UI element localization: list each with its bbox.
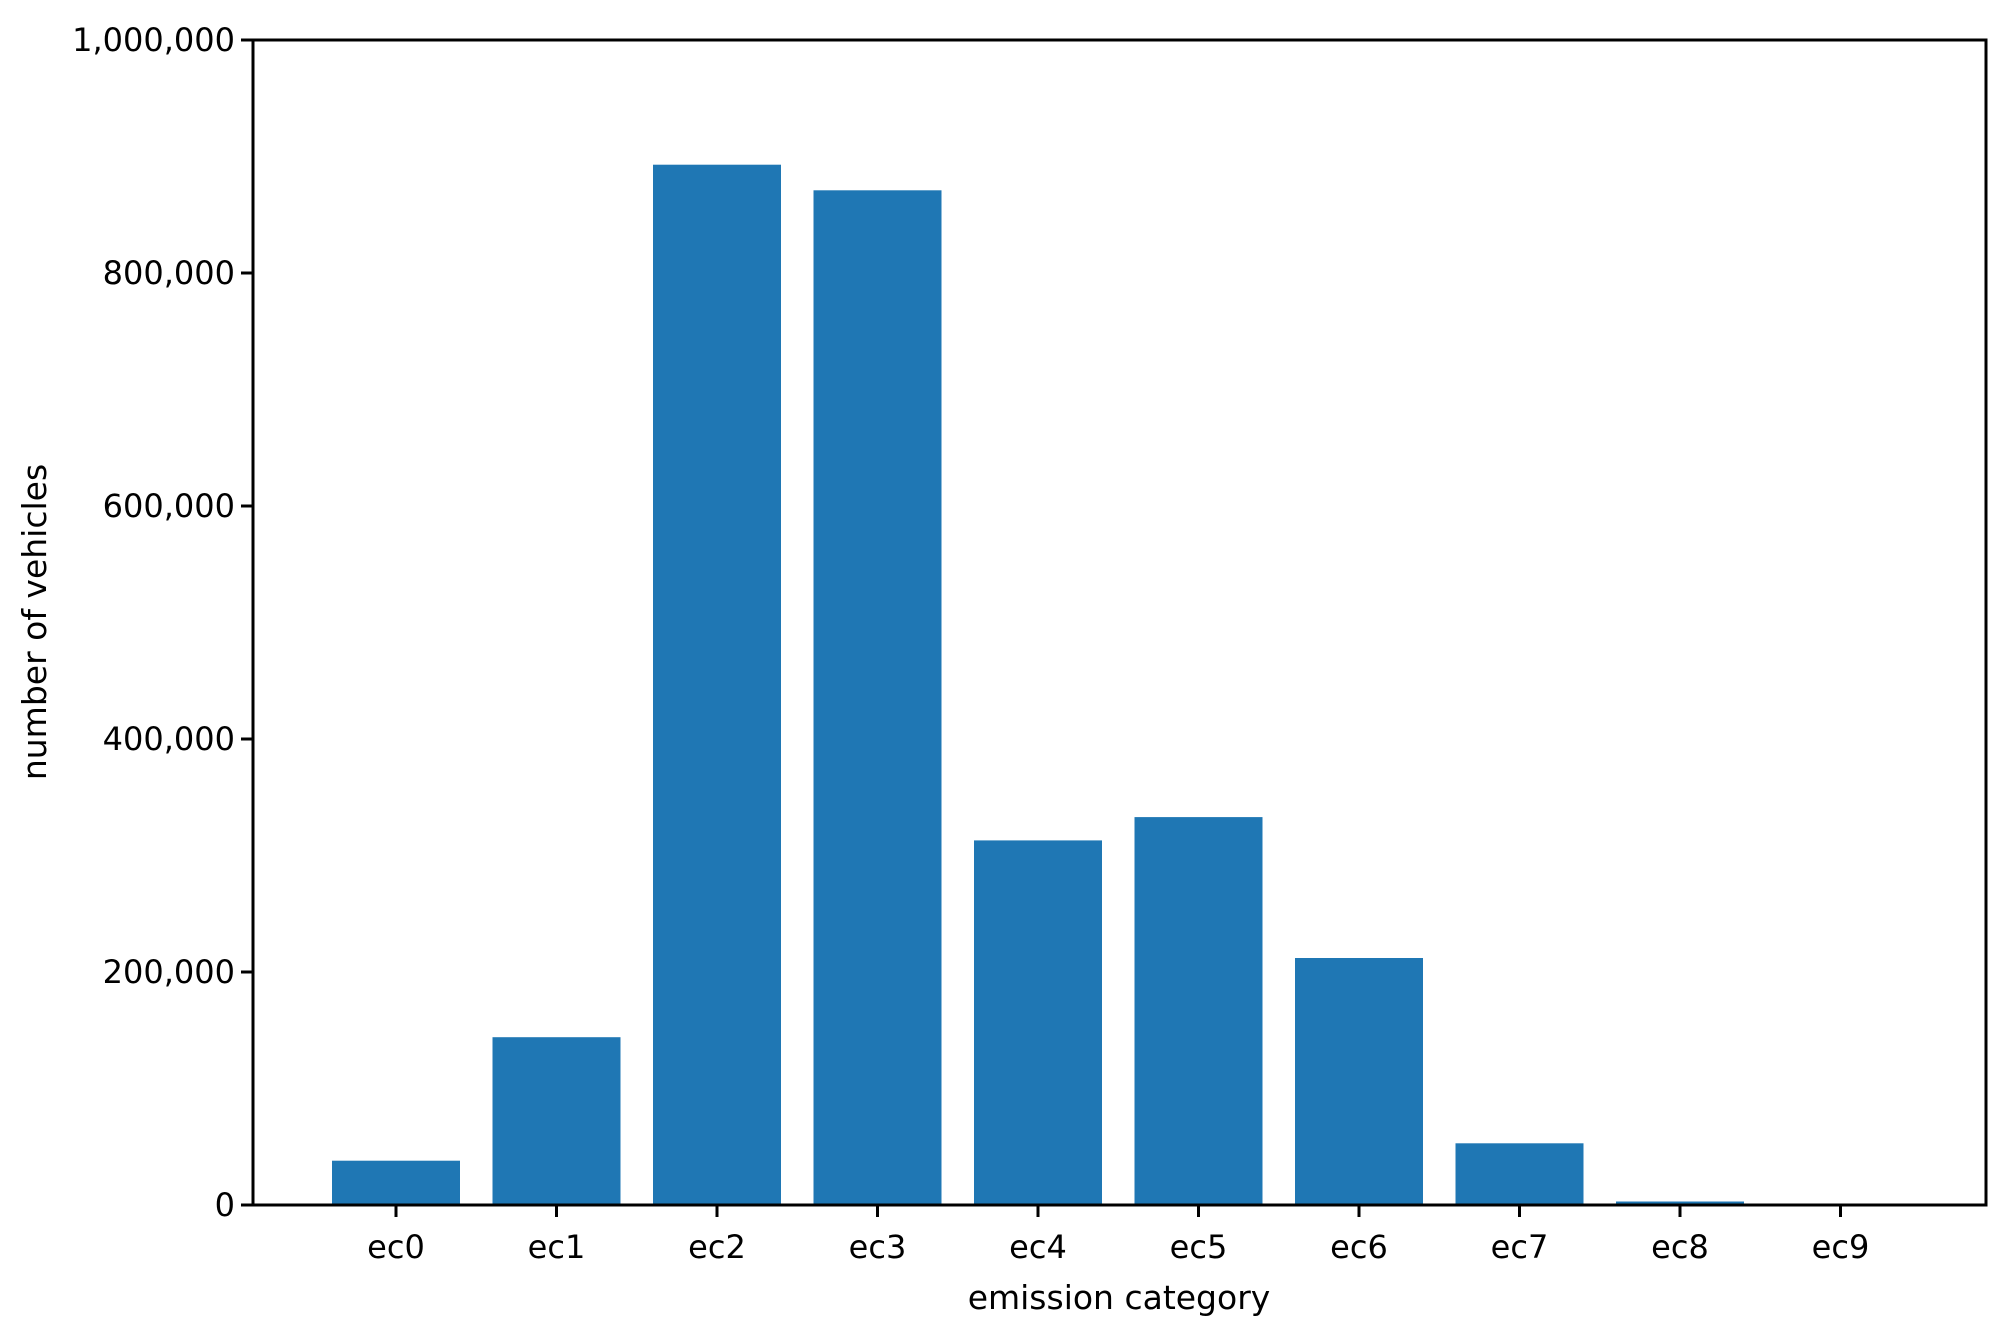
bar-ec0	[332, 1160, 460, 1205]
bar-ec2	[653, 164, 781, 1206]
y-tick-label: 200,000	[103, 953, 235, 991]
x-tick-label: ec2	[688, 1228, 746, 1266]
y-axis-title: number of vehicles	[15, 464, 54, 780]
x-tick-label: ec5	[1170, 1228, 1228, 1266]
bar-ec7	[1455, 1143, 1584, 1205]
x-tick-label: ec8	[1651, 1228, 1709, 1266]
bar-ec3	[813, 190, 942, 1206]
bars-group	[332, 164, 1744, 1206]
y-tick-label: 400,000	[103, 720, 235, 758]
x-axis: ec0 ec1 ec2 ec3 ec4 ec5 ec6 ec7 ec8 ec9	[367, 1205, 1869, 1266]
x-axis-title: emission category	[968, 1278, 1271, 1317]
plot-frame	[251, 38, 1988, 1207]
x-tick-label: ec4	[1009, 1228, 1067, 1266]
x-tick-label: ec6	[1330, 1228, 1388, 1266]
x-tick-label: ec9	[1812, 1228, 1870, 1266]
bar-ec4	[974, 840, 1102, 1205]
x-tick-label: ec7	[1491, 1228, 1549, 1266]
bar-ec6	[1295, 958, 1423, 1205]
x-tick-label: ec1	[528, 1228, 586, 1266]
x-tick-label: ec0	[367, 1228, 425, 1266]
y-tick-label: 800,000	[103, 254, 235, 292]
x-tick-label: ec3	[849, 1228, 907, 1266]
y-tick-label: 0	[215, 1186, 235, 1224]
y-tick-label: 600,000	[103, 487, 235, 525]
bar-ec5	[1134, 817, 1263, 1205]
bar-ec8	[1616, 1201, 1744, 1205]
y-tick-label: 1,000,000	[72, 21, 235, 59]
bar-ec1	[492, 1037, 621, 1205]
y-axis: 0 200,000 400,000 600,000 800,000 1,000,000	[72, 21, 253, 1224]
